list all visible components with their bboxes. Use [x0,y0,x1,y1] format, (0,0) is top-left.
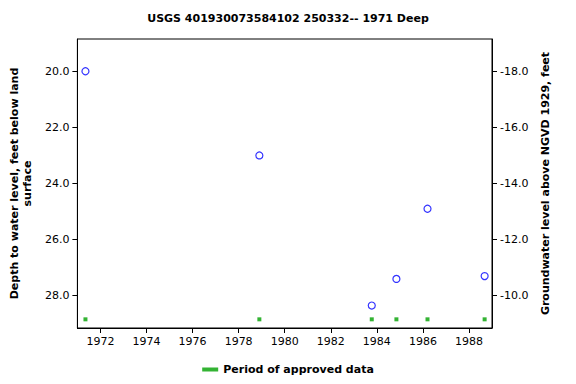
svg-text:-18.0: -18.0 [500,65,528,78]
svg-text:24.0: 24.0 [45,177,70,190]
svg-text:USGS 401930073584102 250332--: USGS 401930073584102 250332-- 1971 Deep [147,12,429,25]
svg-text:-16.0: -16.0 [500,121,528,134]
svg-text:1980: 1980 [271,335,299,348]
svg-text:-10.0: -10.0 [500,289,528,302]
svg-text:1984: 1984 [363,335,391,348]
svg-text:1976: 1976 [179,335,207,348]
svg-text:-14.0: -14.0 [500,177,528,190]
svg-text:Period of approved data: Period of approved data [223,363,374,376]
svg-text:20.0: 20.0 [45,65,70,78]
svg-text:1972: 1972 [86,335,114,348]
svg-text:1974: 1974 [132,335,160,348]
svg-text:1982: 1982 [317,335,345,348]
svg-text:28.0: 28.0 [45,289,70,302]
svg-text:Groundwater level above NGVD 1: Groundwater level above NGVD 1929, feet [539,52,552,315]
svg-text:surface: surface [21,161,34,207]
svg-text:1978: 1978 [225,335,253,348]
svg-text:1988: 1988 [455,335,483,348]
svg-text:-12.0: -12.0 [500,233,528,246]
svg-text:26.0: 26.0 [45,233,70,246]
svg-text:22.0: 22.0 [45,121,70,134]
svg-text:Depth to water level, feet bel: Depth to water level, feet below land [8,68,21,300]
svg-text:1986: 1986 [409,335,437,348]
